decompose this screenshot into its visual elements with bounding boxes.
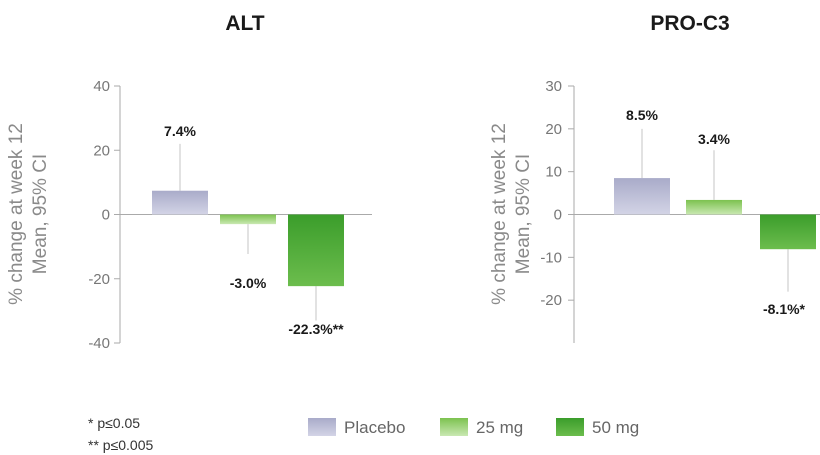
y-axis-label: % change at week 12 Mean, 95% CI — [489, 123, 534, 305]
data-label: -3.0% — [230, 275, 267, 291]
y-tick-label: 30 — [545, 78, 562, 95]
bar-25mg — [686, 199, 742, 215]
bar-25mg — [220, 214, 276, 225]
bar-50mg — [288, 214, 344, 287]
y-tick-label: -20 — [540, 292, 562, 309]
footnote-2: ** p≤0.005 — [88, 437, 154, 453]
y-tick-label: 20 — [545, 121, 562, 138]
footnotes: * p≤0.05 ** p≤0.005 — [88, 415, 154, 453]
legend-swatch-placebo — [308, 418, 336, 436]
legend-label-placebo: Placebo — [344, 418, 405, 437]
y-tick-label: 10 — [545, 164, 562, 181]
y-tick-label: 20 — [93, 142, 110, 159]
data-label: -22.3%** — [288, 321, 344, 337]
y-tick-label: 40 — [93, 78, 110, 95]
chart-title: ALT — [225, 12, 264, 35]
y-tick-label: 0 — [554, 207, 562, 224]
bar-placebo — [152, 190, 208, 215]
y-axis-label-line: Mean, 95% CI — [513, 154, 534, 274]
data-label: 8.5% — [626, 107, 658, 123]
data-label: -8.1%* — [763, 301, 806, 317]
y-axis-label-line: Mean, 95% CI — [30, 154, 51, 274]
y-axis-label-line: % change at week 12 — [489, 123, 510, 305]
legend-swatch-25mg — [440, 418, 468, 436]
y-tick-label: 0 — [102, 207, 110, 224]
legend-label-25mg: 25 mg — [476, 418, 523, 437]
legend: Placebo 25 mg 50 mg — [308, 418, 639, 437]
y-tick-label: -40 — [88, 335, 110, 352]
y-axis-label-line: % change at week 12 — [6, 123, 27, 305]
legend-label-50mg: 50 mg — [592, 418, 639, 437]
y-tick-label: -20 — [88, 271, 110, 288]
legend-swatch-50mg — [556, 418, 584, 436]
footnote-1: * p≤0.05 — [88, 415, 140, 431]
pro-c3-chart: PRO-C3 % change at week 12 Mean, 95% CI 30 2… — [489, 12, 820, 343]
bar-placebo — [614, 178, 670, 215]
y-axis-label: % change at week 12 Mean, 95% CI — [6, 123, 51, 305]
data-label: 7.4% — [164, 123, 196, 139]
y-tick-label: -10 — [540, 249, 562, 266]
bar-50mg — [760, 214, 816, 250]
chart-title: PRO-C3 — [650, 12, 729, 35]
data-label: 3.4% — [698, 131, 730, 147]
alt-chart: ALT % change at week 12 Mean, 95% CI 40 20 0 -… — [6, 12, 372, 352]
